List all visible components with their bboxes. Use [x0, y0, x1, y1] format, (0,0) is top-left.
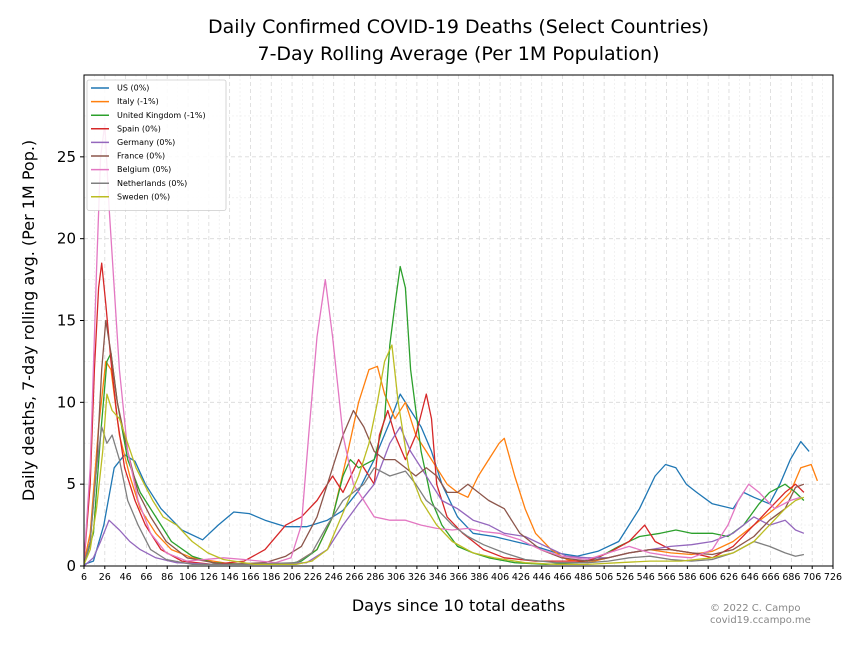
x-tick-label: 386: [470, 572, 488, 583]
legend: US (0%) Italy (-1%) United Kingdom (-1%) Sp…: [86, 79, 227, 211]
y-tick-label: 5: [66, 475, 76, 493]
x-tick-label: 666: [762, 572, 780, 583]
x-tick-label: 626: [720, 572, 738, 583]
x-tick-label: 166: [241, 572, 259, 583]
credit-url: covid19.ccampo.me: [710, 615, 811, 626]
legend-label: France (0%): [117, 152, 165, 161]
x-tick-label: 726: [824, 572, 842, 583]
x-tick-label: 646: [741, 572, 759, 583]
x-tick-label: 146: [221, 572, 239, 583]
x-tick-label: 426: [512, 572, 530, 583]
x-tick-label: 326: [408, 572, 426, 583]
x-tick-label: 206: [283, 572, 301, 583]
x-tick-label: 186: [262, 572, 280, 583]
x-tick-label: 126: [200, 572, 218, 583]
y-tick-label: 0: [66, 557, 76, 575]
legend-label: Netherlands (0%): [117, 179, 187, 188]
x-tick-label: 106: [179, 572, 197, 583]
x-tick-label: 246: [325, 572, 343, 583]
series-line: [84, 426, 805, 566]
x-tick-label: 446: [533, 572, 551, 583]
chart-title: Daily Confirmed COVID-19 Deaths (Select …: [208, 16, 709, 38]
x-tick-label: 86: [161, 572, 173, 583]
credit-line: © 2022 C. Campo: [710, 603, 801, 614]
x-tick-label: 66: [140, 572, 152, 583]
series-line: [84, 393, 810, 566]
axis-ticks: 6 26 46 66 86 106 126 146 166 186 206 226 246 266 286 3…: [57, 148, 842, 583]
legend-label: Spain (0%): [117, 124, 161, 133]
legend-label: Belgium (0%): [117, 165, 171, 174]
grid: [83, 75, 834, 566]
series-lines: [84, 123, 819, 566]
y-tick-label: 10: [57, 393, 76, 411]
x-tick-label: 6: [81, 572, 87, 583]
x-tick-label: 266: [345, 572, 363, 583]
x-tick-label: 26: [99, 572, 111, 583]
x-tick-label: 366: [449, 572, 467, 583]
x-tick-label: 566: [657, 572, 675, 583]
x-tick-label: 486: [574, 572, 592, 583]
legend-label: US (0%): [117, 84, 149, 93]
legend-label: Sweden (0%): [117, 192, 170, 201]
x-tick-label: 286: [366, 572, 384, 583]
series-line: [84, 123, 801, 564]
series-line: [84, 265, 805, 566]
x-tick-label: 686: [782, 572, 800, 583]
x-tick-label: 406: [491, 572, 509, 583]
x-tick-label: 466: [553, 572, 571, 583]
y-axis-label: Daily deaths, 7-day rolling avg. (Per 1M…: [19, 140, 38, 501]
x-axis-label: Days since 10 total deaths: [352, 596, 565, 615]
x-tick-label: 506: [595, 572, 613, 583]
legend-box: [86, 79, 227, 211]
chart-subtitle: 7-Day Rolling Average (Per 1M Population…: [257, 43, 660, 65]
y-tick-label: 15: [57, 312, 76, 330]
x-tick-label: 586: [678, 572, 696, 583]
series-line: [84, 360, 819, 566]
x-tick-label: 706: [803, 572, 821, 583]
legend-label: Germany (0%): [117, 138, 175, 147]
series-line: [84, 344, 805, 566]
x-tick-label: 346: [429, 572, 447, 583]
x-tick-label: 606: [699, 572, 717, 583]
legend-label: United Kingdom (-1%): [117, 111, 206, 120]
legend-label: Italy (-1%): [117, 97, 159, 106]
y-tick-label: 25: [57, 148, 76, 166]
x-tick-label: 46: [120, 572, 132, 583]
series-line: [84, 262, 805, 566]
x-tick-label: 526: [616, 572, 634, 583]
x-tick-label: 226: [304, 572, 322, 583]
x-tick-label: 306: [387, 572, 405, 583]
x-tick-label: 546: [637, 572, 655, 583]
y-tick-label: 20: [57, 230, 76, 248]
